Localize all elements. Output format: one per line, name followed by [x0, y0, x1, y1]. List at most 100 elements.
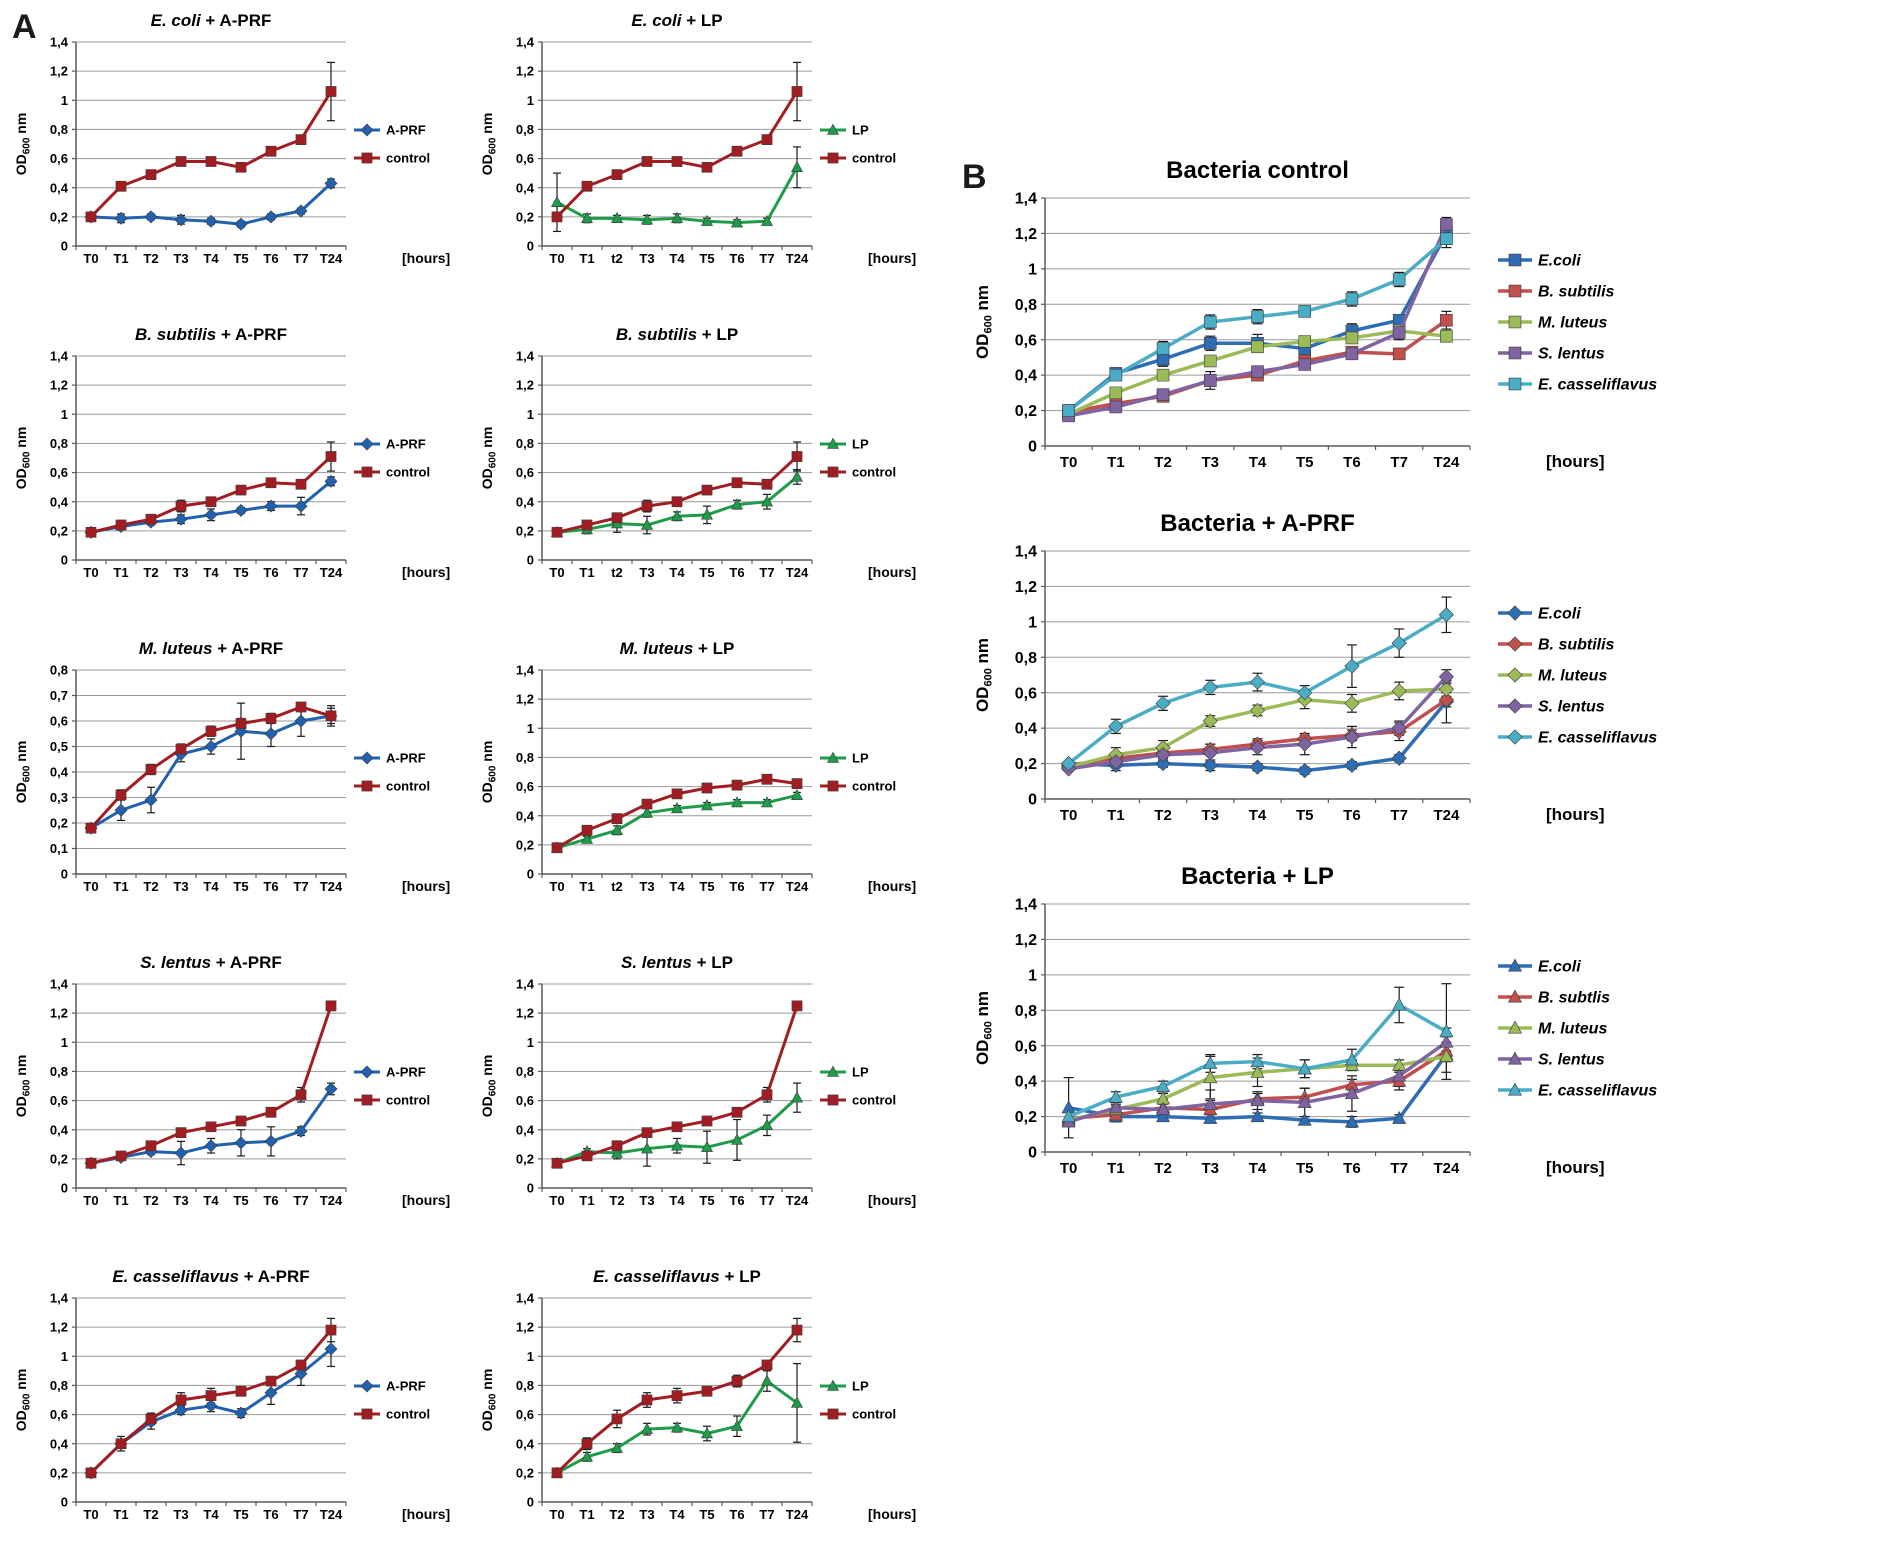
data-point-marker [761, 1359, 773, 1371]
data-point-marker [1438, 681, 1454, 697]
x-tick-label: T2 [143, 879, 158, 894]
x-tick-label: T2 [609, 1193, 624, 1208]
svg-text:LP: LP [852, 1379, 869, 1394]
x-tick-label: T2 [143, 565, 158, 580]
y-axis-label: OD600 nm [13, 1055, 33, 1118]
data-point-marker [700, 1427, 714, 1439]
data-point-marker [115, 1150, 127, 1162]
x-tick-label: T7 [759, 251, 774, 266]
data-point-marker [325, 1000, 337, 1012]
chart-title: Bacteria control [1166, 157, 1349, 184]
y-tick-label: 0 [61, 1181, 68, 1196]
x-tick-label: T2 [1154, 1160, 1172, 1177]
data-point-marker [1345, 331, 1359, 345]
x-tick-label: T2 [1154, 807, 1172, 824]
y-tick-label: 1,4 [50, 349, 69, 364]
data-point-marker [1249, 702, 1266, 719]
legend-item-lp: LP [820, 1379, 869, 1394]
chart-slentus-aprf: 0 0,2 0,4 0,6 0,8 1 1,2 1,4 T0 T1 T2 T3 T4 T5 T6 T7 T24 [… [13, 953, 450, 1208]
x-tick-label: T2 [143, 251, 158, 266]
data-point-marker [1508, 377, 1522, 391]
x-tick-label: T6 [263, 1507, 278, 1522]
y-tick-label: 1 [527, 1349, 534, 1364]
chart-title: B. subtilis + A-PRF [135, 325, 287, 344]
x-tick-label: T24 [320, 251, 343, 266]
data-point-marker [826, 437, 840, 449]
y-tick-label: 0 [61, 239, 68, 254]
data-point-marker [671, 1121, 683, 1133]
svg-text:control: control [852, 151, 896, 166]
data-point-marker [1202, 713, 1218, 729]
y-tick-label: 0,2 [516, 837, 534, 852]
data-point-marker [1250, 1054, 1265, 1068]
x-tick-label: t2 [611, 251, 623, 266]
data-point-marker [294, 204, 308, 218]
data-point-marker [175, 1127, 187, 1138]
x-tick-label: T6 [263, 565, 278, 580]
x-tick-label: T7 [759, 1193, 774, 1208]
y-tick-label: 0 [1028, 1145, 1037, 1162]
chart-mluteus-aprf: 0 0,1 0,2 0,3 0,4 0,5 0,6 0,7 0,8 T0 T1 T2 T3 T4 T5 T6 T… [13, 639, 450, 894]
chart-title: S. lentus + A-PRF [140, 953, 282, 972]
data-point-marker [325, 86, 337, 97]
y-tick-label: 0,4 [516, 1122, 535, 1137]
y-tick-label: 1,2 [516, 378, 534, 393]
y-axis-label: OD600 nm [973, 991, 995, 1065]
y-tick-label: 0 [527, 1495, 534, 1510]
data-point-marker [610, 1441, 624, 1453]
svg-text:A-PRF: A-PRF [386, 751, 426, 766]
data-point-marker [1344, 1114, 1359, 1128]
x-tick-label: T5 [699, 251, 714, 266]
y-axis-label: OD600 nm [13, 741, 33, 804]
y-axis-label: OD600 nm [13, 427, 33, 490]
x-tick-label: T3 [1202, 1160, 1220, 1177]
data-point-marker [294, 499, 308, 513]
data-point-marker [1507, 605, 1523, 621]
data-point-marker [1109, 400, 1123, 414]
data-point-marker [1297, 736, 1313, 752]
chart-title: E. coli + A-PRF [151, 11, 272, 30]
svg-text:M. luteus: M. luteus [1538, 315, 1607, 332]
chart-ecasseliflavus-lp: 0 0,2 0,4 0,6 0,8 1 1,2 1,4 T0 T1 T2 T3 T4 T5 T6 T7 T24 [… [479, 1267, 916, 1522]
data-point-marker [1344, 1052, 1359, 1066]
data-point-marker [1438, 669, 1454, 685]
legend-item-control: control [820, 1093, 896, 1108]
data-point-marker [701, 782, 713, 794]
data-point-marker [760, 1118, 774, 1131]
data-point-marker [1391, 750, 1407, 766]
x-tick-label: T24 [786, 251, 809, 266]
data-point-marker [85, 211, 97, 223]
data-point-marker [827, 1094, 839, 1106]
x-tick-label: T3 [1202, 454, 1220, 471]
data-point-marker [1203, 336, 1217, 350]
x-tick-label: T1 [579, 565, 594, 580]
x-tick-label: T5 [233, 1507, 248, 1522]
data-point-marker [204, 1139, 218, 1153]
data-point-marker [1298, 305, 1312, 318]
legend-item-e-coli: E.coli [1498, 958, 1581, 976]
svg-text:A-PRF: A-PRF [386, 1379, 426, 1394]
data-point-marker [1249, 759, 1266, 775]
y-tick-label: 0,8 [1015, 297, 1037, 314]
x-axis-unit: [hours] [1546, 1158, 1605, 1177]
series-line-e-casseliflavus [1067, 237, 1448, 412]
y-tick-label: 0,6 [50, 1407, 68, 1422]
x-tick-label: T1 [1107, 454, 1125, 471]
legend-item-control: control [354, 1093, 430, 1108]
x-tick-label: T3 [639, 879, 654, 894]
data-point-marker [761, 773, 773, 785]
data-point-marker [361, 1094, 373, 1106]
data-point-marker [1156, 1079, 1171, 1092]
data-point-marker [1249, 740, 1266, 756]
data-point-marker [826, 751, 840, 763]
data-point-marker [1156, 1102, 1171, 1115]
data-point-marker [265, 477, 277, 489]
svg-text:control: control [852, 465, 896, 480]
data-point-marker [1203, 354, 1217, 368]
svg-text:E.coli: E.coli [1538, 606, 1581, 623]
svg-text:B. subtilis: B. subtilis [1538, 637, 1615, 654]
y-tick-label: 1 [61, 93, 68, 108]
legend-item-control: control [820, 465, 896, 480]
y-tick-label: 1,4 [50, 1291, 69, 1306]
x-tick-label: T5 [233, 879, 248, 894]
